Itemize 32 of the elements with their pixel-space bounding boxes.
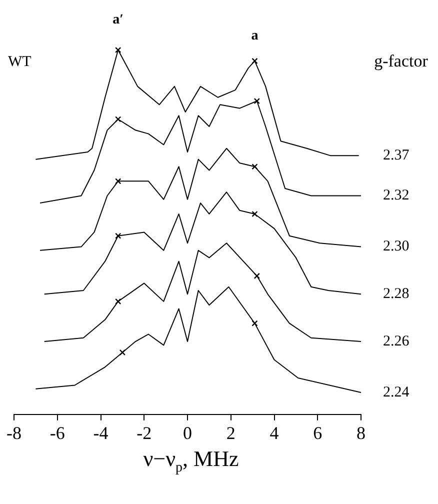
point [252,320,258,326]
point [115,46,122,54]
series-label: 2.32 [383,188,410,204]
annotation: WT [8,54,32,70]
x-tick-label: 6 [313,422,322,443]
point [115,178,122,184]
x-axis-title: ν−ν$_{p}$, MHz [142,446,240,476]
point [115,232,122,239]
series-label: 2.24 [383,384,410,400]
series-label: 2.30 [383,238,410,255]
point [252,210,258,218]
text: a [251,28,258,44]
point [254,98,260,104]
point [115,116,122,122]
x-tick-label: 8 [356,422,366,443]
x-tick-label: 4 [270,422,279,443]
x-tick-label: 2 [226,422,236,443]
point [254,272,260,280]
point [252,58,258,64]
x-tick-label: -6 [50,422,65,443]
series-label: 2.37 [383,148,410,164]
x-tick-label: -8 [6,422,22,443]
text: a′ [112,12,124,28]
x-tick-label: -4 [93,422,108,443]
x-tick-label: 0 [183,422,192,443]
series-label: 2.26 [383,333,410,350]
point [119,349,126,356]
point [115,298,122,305]
legend-title: g-factor [374,51,428,70]
point [252,164,258,170]
series-label: 2.28 [383,286,410,302]
x-tick-label: -2 [136,422,152,443]
